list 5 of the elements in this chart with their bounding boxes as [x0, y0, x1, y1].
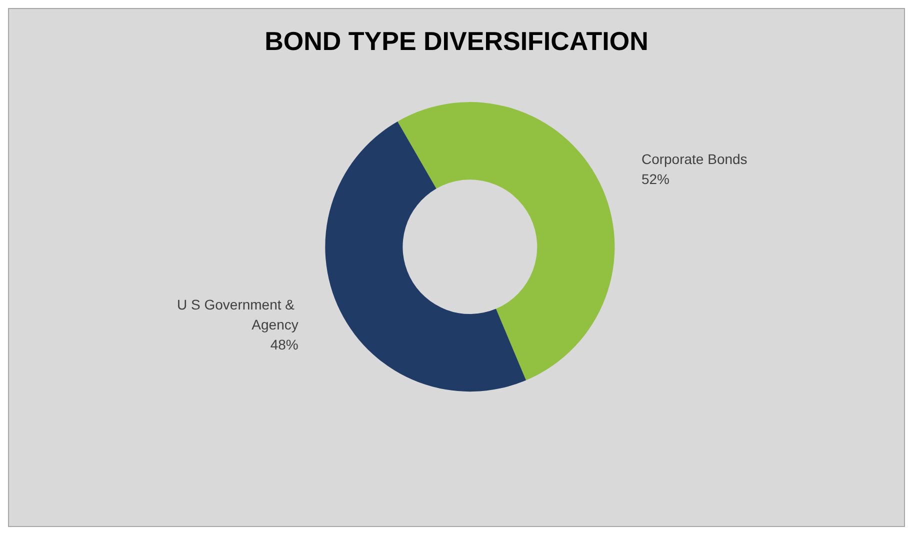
chart-title: BOND TYPE DIVERSIFICATION: [264, 26, 648, 56]
data-label: 52%: [641, 171, 670, 188]
data-label: 48%: [270, 336, 298, 353]
slice-label: U S Government & Agency: [177, 296, 298, 333]
slice-label: Corporate Bonds: [641, 151, 748, 168]
